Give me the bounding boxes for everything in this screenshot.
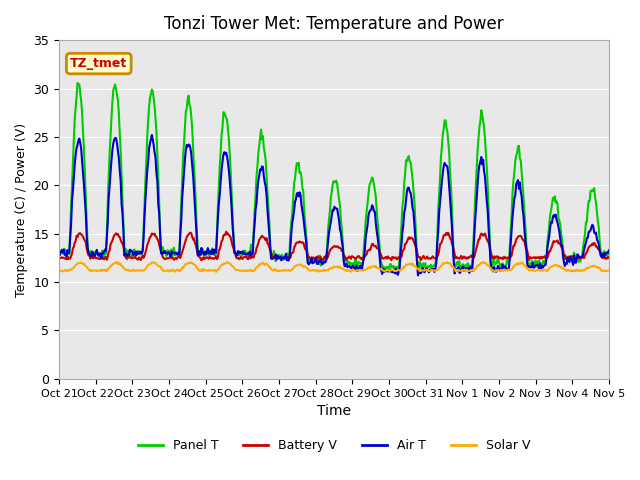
Solar V xyxy=(470,268,478,274)
Battery V xyxy=(152,234,160,240)
Panel T xyxy=(198,252,205,258)
Solar V xyxy=(55,267,63,273)
Panel T xyxy=(605,249,612,255)
Y-axis label: Temperature (C) / Power (V): Temperature (C) / Power (V) xyxy=(15,122,28,297)
Solar V xyxy=(152,262,160,267)
Line: Solar V: Solar V xyxy=(59,262,609,272)
Title: Tonzi Tower Met: Temperature and Power: Tonzi Tower Met: Temperature and Power xyxy=(164,15,504,33)
Panel T xyxy=(305,254,312,260)
Air T xyxy=(55,249,63,254)
Solar V xyxy=(212,269,220,275)
Line: Air T: Air T xyxy=(59,135,609,276)
Air T xyxy=(414,273,422,278)
Battery V xyxy=(196,255,204,261)
Text: TZ_tmet: TZ_tmet xyxy=(70,57,127,70)
Air T xyxy=(198,245,205,251)
Line: Battery V: Battery V xyxy=(59,232,609,260)
Solar V xyxy=(605,267,612,273)
Air T xyxy=(424,268,432,274)
Battery V xyxy=(424,256,432,262)
Panel T xyxy=(471,202,479,207)
Air T xyxy=(154,178,161,184)
Solar V xyxy=(305,267,312,273)
Battery V xyxy=(605,255,612,261)
Battery V xyxy=(306,255,314,261)
Air T xyxy=(471,222,479,228)
Air T xyxy=(380,269,388,275)
Panel T xyxy=(419,268,426,274)
Solar V xyxy=(423,268,431,274)
Panel T xyxy=(424,264,432,269)
Air T xyxy=(148,132,156,138)
Air T xyxy=(305,262,312,267)
X-axis label: Time: Time xyxy=(317,404,351,418)
Panel T xyxy=(74,80,81,86)
Battery V xyxy=(222,229,230,235)
Air T xyxy=(605,248,612,253)
Battery V xyxy=(55,255,63,261)
Panel T xyxy=(55,249,63,255)
Battery V xyxy=(381,254,388,260)
Battery V xyxy=(198,257,205,263)
Solar V xyxy=(196,268,204,274)
Solar V xyxy=(479,259,487,265)
Line: Panel T: Panel T xyxy=(59,83,609,271)
Battery V xyxy=(471,252,479,257)
Panel T xyxy=(154,153,161,158)
Legend: Panel T, Battery V, Air T, Solar V: Panel T, Battery V, Air T, Solar V xyxy=(132,434,536,457)
Panel T xyxy=(380,264,388,270)
Solar V xyxy=(380,268,388,274)
